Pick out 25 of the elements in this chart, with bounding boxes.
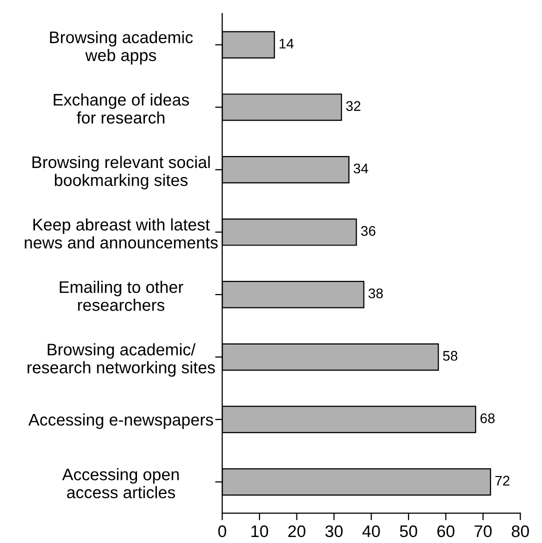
- y-tick-label: Emailing to other researchers: [60, 280, 184, 311]
- y-tick-label: Exchange of ideas for research: [54, 93, 189, 124]
- y-tick-label: Accessing open access articles: [62, 468, 179, 498]
- y-tick-label: Accessing e-newspapers: [28, 413, 214, 429]
- data-label: 68: [480, 413, 495, 424]
- data-label: 14: [280, 38, 294, 48]
- data-label: 58: [443, 350, 458, 361]
- data-label: 72: [495, 476, 510, 486]
- x-tick-label: 20: [288, 525, 306, 538]
- data-label: 38: [368, 288, 383, 298]
- x-tick-label: 0: [218, 525, 226, 538]
- x-tick-label: 50: [400, 525, 418, 538]
- x-tick-label: 40: [362, 525, 380, 538]
- y-tick-label: Browsing relevant social bookmarking sites: [32, 156, 210, 190]
- data-label: 32: [346, 101, 360, 111]
- y-tick-label: Browsing academic/ research networking sites: [28, 343, 215, 377]
- data-label: 36: [361, 226, 376, 236]
- x-tick-label: 10: [251, 525, 268, 538]
- y-tick-label: Keep abreast with latest news and announcements: [24, 218, 218, 249]
- x-tick-label: 70: [474, 525, 492, 538]
- data-label: 34: [354, 164, 368, 174]
- x-tick-label: 60: [437, 525, 454, 538]
- x-tick-label: 80: [512, 525, 529, 538]
- y-tick-label: Browsing academic web apps: [50, 30, 193, 64]
- x-tick-label: 30: [325, 525, 343, 538]
